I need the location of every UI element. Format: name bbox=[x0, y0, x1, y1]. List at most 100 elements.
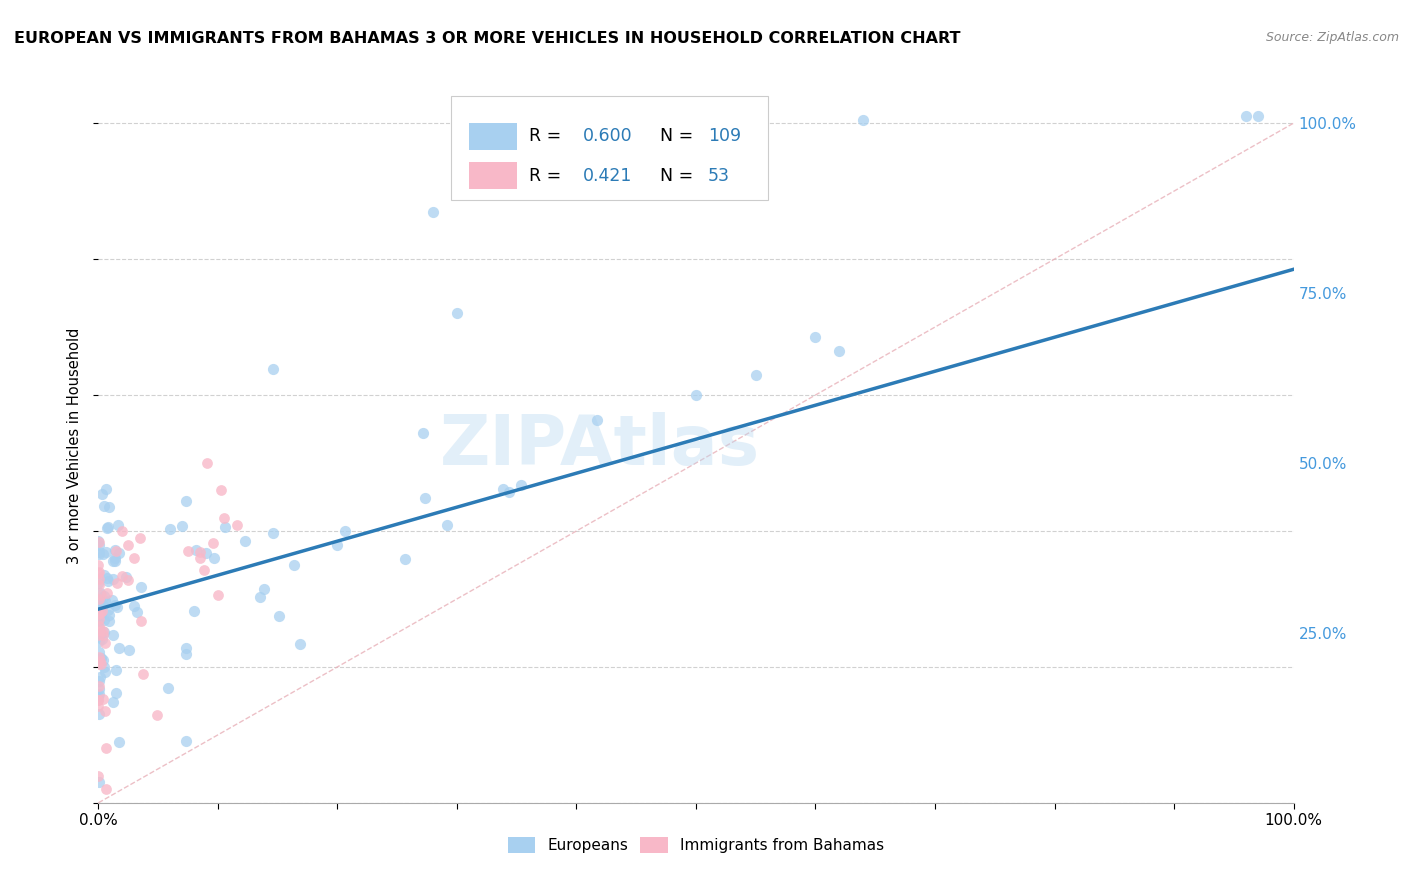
Point bbox=[94, 636, 117, 650]
Point bbox=[89, 586, 111, 600]
Point bbox=[103, 694, 125, 708]
Point bbox=[91, 604, 114, 618]
Point bbox=[111, 524, 134, 538]
Point bbox=[262, 362, 284, 376]
Point bbox=[98, 608, 121, 623]
Point bbox=[93, 589, 115, 603]
Point bbox=[412, 425, 434, 440]
Point bbox=[87, 545, 110, 559]
Point bbox=[96, 544, 118, 558]
Point bbox=[105, 544, 128, 558]
Point bbox=[103, 628, 125, 642]
Point bbox=[117, 537, 139, 551]
Point bbox=[253, 582, 276, 597]
Point bbox=[89, 673, 111, 688]
Point bbox=[101, 592, 124, 607]
Point bbox=[394, 552, 416, 566]
Point bbox=[685, 388, 707, 402]
Point bbox=[94, 665, 117, 679]
Point bbox=[90, 657, 112, 671]
Point bbox=[105, 664, 128, 678]
Point bbox=[91, 598, 114, 612]
Point bbox=[104, 542, 127, 557]
Point bbox=[91, 624, 114, 639]
Text: N =: N = bbox=[661, 167, 693, 185]
Point bbox=[89, 688, 111, 702]
Point bbox=[87, 698, 110, 713]
Point bbox=[91, 598, 114, 612]
Point bbox=[96, 782, 118, 797]
Point bbox=[96, 586, 118, 600]
Point bbox=[146, 708, 169, 723]
Text: N =: N = bbox=[661, 128, 693, 145]
Point bbox=[235, 533, 257, 548]
Text: 0.421: 0.421 bbox=[582, 167, 631, 185]
Point bbox=[212, 510, 235, 524]
Point bbox=[87, 689, 110, 703]
Point bbox=[87, 652, 110, 666]
Point bbox=[87, 591, 110, 606]
Point bbox=[90, 596, 112, 610]
Point bbox=[828, 343, 851, 358]
Point bbox=[225, 517, 247, 532]
Point bbox=[90, 608, 112, 623]
Point bbox=[436, 518, 458, 533]
Point bbox=[87, 634, 110, 648]
Point bbox=[174, 494, 197, 508]
Point bbox=[184, 543, 207, 558]
Point bbox=[97, 500, 120, 514]
Text: 0.600: 0.600 bbox=[582, 128, 633, 145]
Point bbox=[129, 614, 152, 628]
Y-axis label: 3 or more Vehicles in Household: 3 or more Vehicles in Household bbox=[67, 328, 83, 564]
Point bbox=[96, 482, 118, 496]
Point bbox=[87, 614, 110, 628]
Point bbox=[87, 534, 110, 549]
Point bbox=[87, 649, 110, 664]
Point bbox=[195, 456, 218, 470]
Point bbox=[90, 632, 112, 646]
Point bbox=[108, 735, 131, 749]
Point bbox=[87, 576, 110, 591]
Text: R =: R = bbox=[529, 128, 561, 145]
Point bbox=[87, 628, 110, 642]
Point bbox=[87, 607, 110, 621]
Point bbox=[1247, 109, 1270, 123]
Point bbox=[87, 692, 110, 706]
Point bbox=[132, 666, 155, 681]
Point bbox=[105, 686, 128, 700]
Point bbox=[118, 643, 141, 657]
Point bbox=[122, 599, 145, 613]
Point bbox=[269, 609, 291, 624]
Point bbox=[94, 704, 117, 718]
Point bbox=[87, 547, 110, 561]
Point bbox=[249, 590, 271, 604]
Point bbox=[207, 588, 229, 602]
Legend: Europeans, Immigrants from Bahamas: Europeans, Immigrants from Bahamas bbox=[502, 831, 890, 859]
Point bbox=[96, 521, 118, 535]
Point bbox=[89, 654, 111, 668]
Point bbox=[101, 554, 124, 568]
Point bbox=[87, 706, 110, 721]
Point bbox=[498, 485, 520, 500]
Point bbox=[188, 551, 211, 566]
Point bbox=[288, 637, 311, 651]
Point bbox=[96, 574, 118, 588]
Point bbox=[96, 571, 118, 585]
Point bbox=[117, 573, 139, 587]
Text: 109: 109 bbox=[709, 128, 741, 145]
Point bbox=[446, 306, 468, 320]
Point bbox=[97, 614, 120, 628]
FancyBboxPatch shape bbox=[451, 96, 768, 200]
Point bbox=[87, 679, 110, 693]
Point bbox=[101, 572, 124, 586]
Point bbox=[111, 569, 134, 583]
Point bbox=[129, 581, 152, 595]
Point bbox=[105, 599, 128, 614]
Point bbox=[202, 551, 225, 566]
Point bbox=[87, 565, 110, 579]
Point bbox=[193, 564, 215, 578]
Point bbox=[104, 550, 127, 565]
Point bbox=[87, 538, 110, 552]
Point bbox=[89, 614, 111, 628]
Point bbox=[87, 769, 110, 783]
